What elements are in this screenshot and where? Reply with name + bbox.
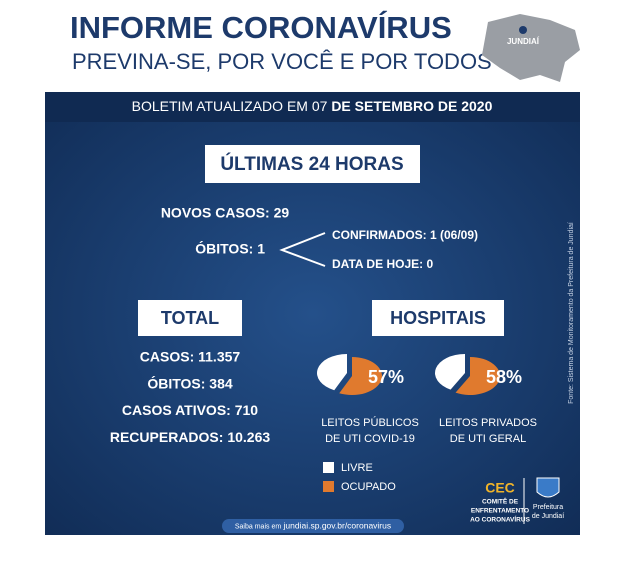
box-total	[138, 300, 242, 336]
deaths-24h: ÓBITOS: 1	[195, 240, 265, 257]
footer-prefix: Saiba mais em	[235, 523, 281, 530]
footer-url: jundiai.sp.gov.br/coronavirus	[283, 521, 392, 531]
subtitle: PREVINA-SE, POR VOCÊ E POR TODOS	[72, 49, 492, 74]
pie-caption: LEITOS PRIVADOS	[439, 417, 537, 429]
bulletin: BOLETIM ATUALIZADO EM 07 DE SETEMBRO DE …	[132, 98, 493, 114]
heading-24h: ÚLTIMAS 24 HORAS	[220, 153, 403, 175]
legend-label: OCUPADO	[341, 481, 396, 493]
city-line: de Jundiaí	[532, 513, 564, 520]
total-line: CASOS: 11.357	[140, 349, 241, 365]
source: Fonte: Sistema de Monitoramento da Prefe…	[568, 222, 575, 404]
footer: Saiba mais em jundiai.sp.gov.br/coronavi…	[235, 521, 391, 531]
cec-line: COMITÊ DE	[482, 497, 519, 506]
pie-caption: DE UTI COVID-19	[325, 433, 415, 445]
cec-logo: CEC	[485, 480, 515, 496]
confirmed: CONFIRMADOS: 1 (06/09)	[332, 228, 478, 242]
pie-free	[435, 354, 465, 390]
cec-line: ENFRENTAMENTO	[471, 508, 529, 515]
box-24h	[205, 145, 420, 183]
bulletin-bar	[45, 92, 580, 122]
totals: CASOS: 11.357 ÓBITOS: 384 CASOS ATIVOS: 71…	[110, 349, 270, 445]
city-line: Prefeitura	[533, 504, 563, 511]
footer-pill	[222, 519, 404, 533]
heading-total: TOTAL	[161, 308, 219, 328]
box-hospitals	[372, 300, 504, 336]
total-line: ÓBITOS: 384	[147, 374, 233, 391]
pie-free	[317, 354, 347, 391]
legend-swatch	[323, 481, 334, 492]
pie-occupied	[455, 357, 500, 396]
map	[482, 14, 580, 82]
heading-hospitals: HOSPITAIS	[390, 308, 486, 328]
map-label: JUNDIAÍ	[507, 37, 540, 46]
map-pin	[519, 26, 527, 34]
new-cases: NOVOS CASOS: 29	[161, 205, 290, 221]
pie-occupied	[339, 357, 382, 395]
pie-caption: LEITOS PÚBLICOS	[321, 416, 419, 429]
pies: 57% LEITOS PÚBLICOS DE UTI COVID-19 58% LEIT…	[317, 354, 537, 493]
bracket	[279, 232, 326, 267]
pie-caption: DE UTI GERAL	[450, 433, 526, 445]
title: INFORME CORONAVÍRUS	[70, 10, 452, 45]
total-line: CASOS ATIVOS: 710	[122, 402, 258, 418]
cec-line: AO CORONAVÍRUS	[470, 515, 530, 524]
bulletin-prefix: BOLETIM ATUALIZADO EM 07	[132, 98, 328, 114]
legend-swatch	[323, 462, 334, 473]
today: DATA DE HOJE: 0	[332, 257, 433, 271]
city-crest	[536, 477, 560, 498]
bulletin-date: DE SETEMBRO DE 2020	[331, 98, 492, 114]
total-line: RECUPERADOS: 10.263	[110, 429, 270, 445]
pie-label: 57%	[368, 367, 404, 387]
legend-label: LIVRE	[341, 462, 373, 474]
pie-label: 58%	[486, 367, 522, 387]
